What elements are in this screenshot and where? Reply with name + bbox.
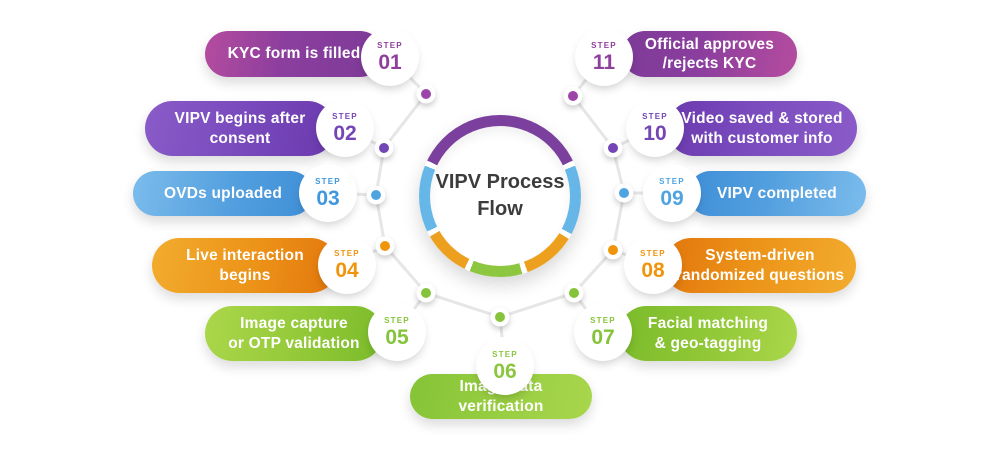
node-dot-1 bbox=[416, 84, 436, 104]
node-dot-4 bbox=[375, 236, 395, 256]
node-dot-5 bbox=[416, 283, 436, 303]
step-2-pill: VIPV begins after consent bbox=[145, 101, 335, 156]
step-3-badge: STEP 03 bbox=[302, 167, 354, 219]
step-9-badge: STEP 09 bbox=[646, 167, 698, 219]
step-8-pill: System-driven randomized questions bbox=[664, 238, 856, 293]
step-4-pill: Live interaction begins bbox=[152, 238, 338, 293]
step-8-text: System-driven randomized questions bbox=[675, 247, 845, 284]
step-6-badge-label: STEP bbox=[492, 349, 518, 359]
step-9-pill: VIPV completed bbox=[688, 171, 866, 216]
step-11-badge-number: 11 bbox=[592, 50, 616, 74]
node-dot-8 bbox=[603, 240, 623, 260]
step-9-text: VIPV completed bbox=[717, 184, 837, 202]
diagram-title: VIPV Process Flow bbox=[435, 171, 565, 220]
step-3-badge-number: 03 bbox=[316, 186, 340, 210]
step-1-badge-label: STEP bbox=[377, 40, 403, 50]
step-5-badge-number: 05 bbox=[385, 325, 409, 349]
step-10-badge: STEP 10 bbox=[629, 102, 681, 154]
center-circle: VIPV Process Flow bbox=[430, 126, 570, 266]
step-1-text: KYC form is filled bbox=[227, 45, 361, 63]
step-4-badge-label: STEP bbox=[334, 248, 360, 258]
step-2-badge-label: STEP bbox=[332, 111, 358, 121]
step-2-text: VIPV begins after consent bbox=[174, 110, 306, 147]
step-6-badge: STEP 06 bbox=[479, 340, 531, 392]
step-4-badge-number: 04 bbox=[335, 258, 359, 282]
node-dot-3 bbox=[366, 185, 386, 205]
step-4-badge: STEP 04 bbox=[321, 239, 373, 291]
step-10-badge-number: 10 bbox=[643, 121, 667, 145]
node-dot-2 bbox=[374, 138, 394, 158]
step-8-badge: STEP 08 bbox=[627, 239, 679, 291]
step-7-text: Facial matching & geo-tagging bbox=[647, 315, 769, 352]
node-dot-7 bbox=[564, 283, 584, 303]
step-7-pill: Facial matching & geo-tagging bbox=[619, 306, 797, 361]
step-9-badge-label: STEP bbox=[659, 176, 685, 186]
step-11-pill: Official approves /rejects KYC bbox=[622, 31, 797, 77]
step-11-badge: STEP 11 bbox=[578, 31, 630, 83]
step-7-badge: STEP 07 bbox=[577, 306, 629, 358]
step-11-text: Official approves /rejects KYC bbox=[644, 35, 775, 72]
step-1-badge: STEP 01 bbox=[364, 31, 416, 83]
step-5-badge: STEP 05 bbox=[371, 306, 423, 358]
node-dots bbox=[366, 84, 634, 327]
step-2-badge: STEP 02 bbox=[319, 102, 371, 154]
node-dot-11 bbox=[563, 86, 583, 106]
step-2-badge-number: 02 bbox=[333, 121, 357, 145]
center-ring: VIPV Process Flow bbox=[419, 115, 581, 277]
node-dot-10 bbox=[603, 138, 623, 158]
node-dot-9 bbox=[614, 183, 634, 203]
step-4-text: Live interaction begins bbox=[186, 247, 304, 284]
step-1-badge-number: 01 bbox=[378, 50, 402, 74]
step-9-badge-number: 09 bbox=[660, 186, 684, 210]
step-8-badge-number: 08 bbox=[641, 258, 665, 282]
step-5-badge-label: STEP bbox=[384, 315, 410, 325]
step-7-badge-number: 07 bbox=[591, 325, 615, 349]
step-3-text: OVDs uploaded bbox=[163, 184, 282, 202]
step-3-pill: OVDs uploaded bbox=[133, 171, 313, 216]
step-5-text: Image capture or OTP validation bbox=[228, 315, 360, 352]
step-3-badge-label: STEP bbox=[315, 176, 341, 186]
step-1-pill: KYC form is filled bbox=[205, 31, 383, 77]
step-10-badge-label: STEP bbox=[642, 111, 668, 121]
step-10-text: Video saved & stored with customer info bbox=[681, 110, 843, 147]
step-11-badge-label: STEP bbox=[591, 40, 617, 50]
step-10-pill: Video saved & stored with customer info bbox=[667, 101, 857, 156]
node-dot-6 bbox=[490, 307, 510, 327]
step-7-badge-label: STEP bbox=[590, 315, 616, 325]
step-8-badge-label: STEP bbox=[640, 248, 666, 258]
step-6-badge-number: 06 bbox=[493, 359, 517, 383]
step-5-pill: Image capture or OTP validation bbox=[205, 306, 383, 361]
